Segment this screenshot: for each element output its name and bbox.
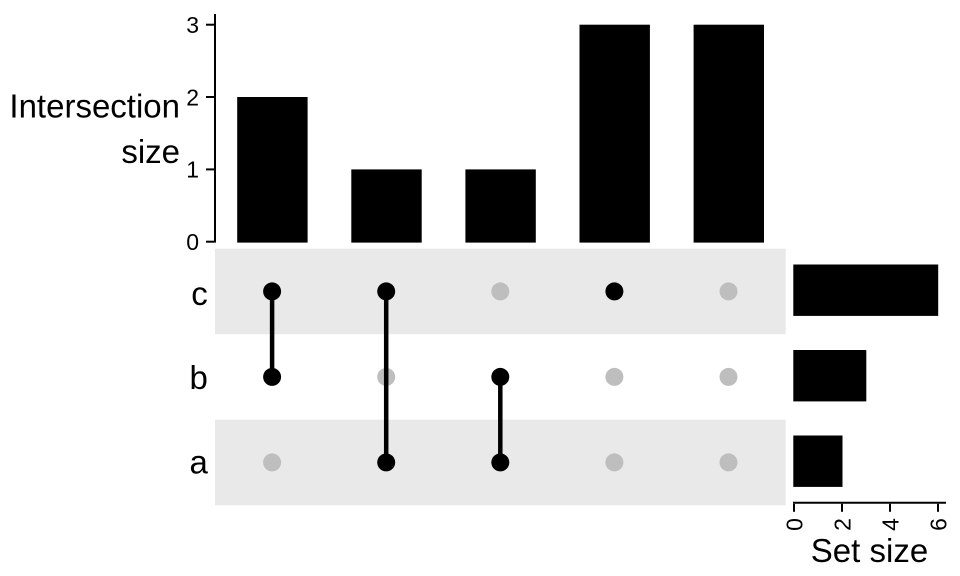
svg-text:2: 2 (186, 84, 199, 110)
svg-text:c: c (191, 275, 208, 312)
svg-text:0: 0 (781, 518, 807, 531)
svg-text:size: size (121, 133, 180, 170)
svg-text:4: 4 (877, 518, 903, 531)
svg-text:2: 2 (829, 518, 855, 531)
svg-text:a: a (189, 444, 208, 481)
svg-text:3: 3 (186, 12, 199, 38)
svg-text:Set size: Set size (811, 532, 928, 569)
svg-text:1: 1 (186, 157, 199, 183)
svg-text:6: 6 (925, 518, 951, 531)
svg-text:Intersection: Intersection (9, 88, 180, 125)
svg-text:0: 0 (186, 229, 199, 255)
svg-text:b: b (189, 359, 207, 396)
